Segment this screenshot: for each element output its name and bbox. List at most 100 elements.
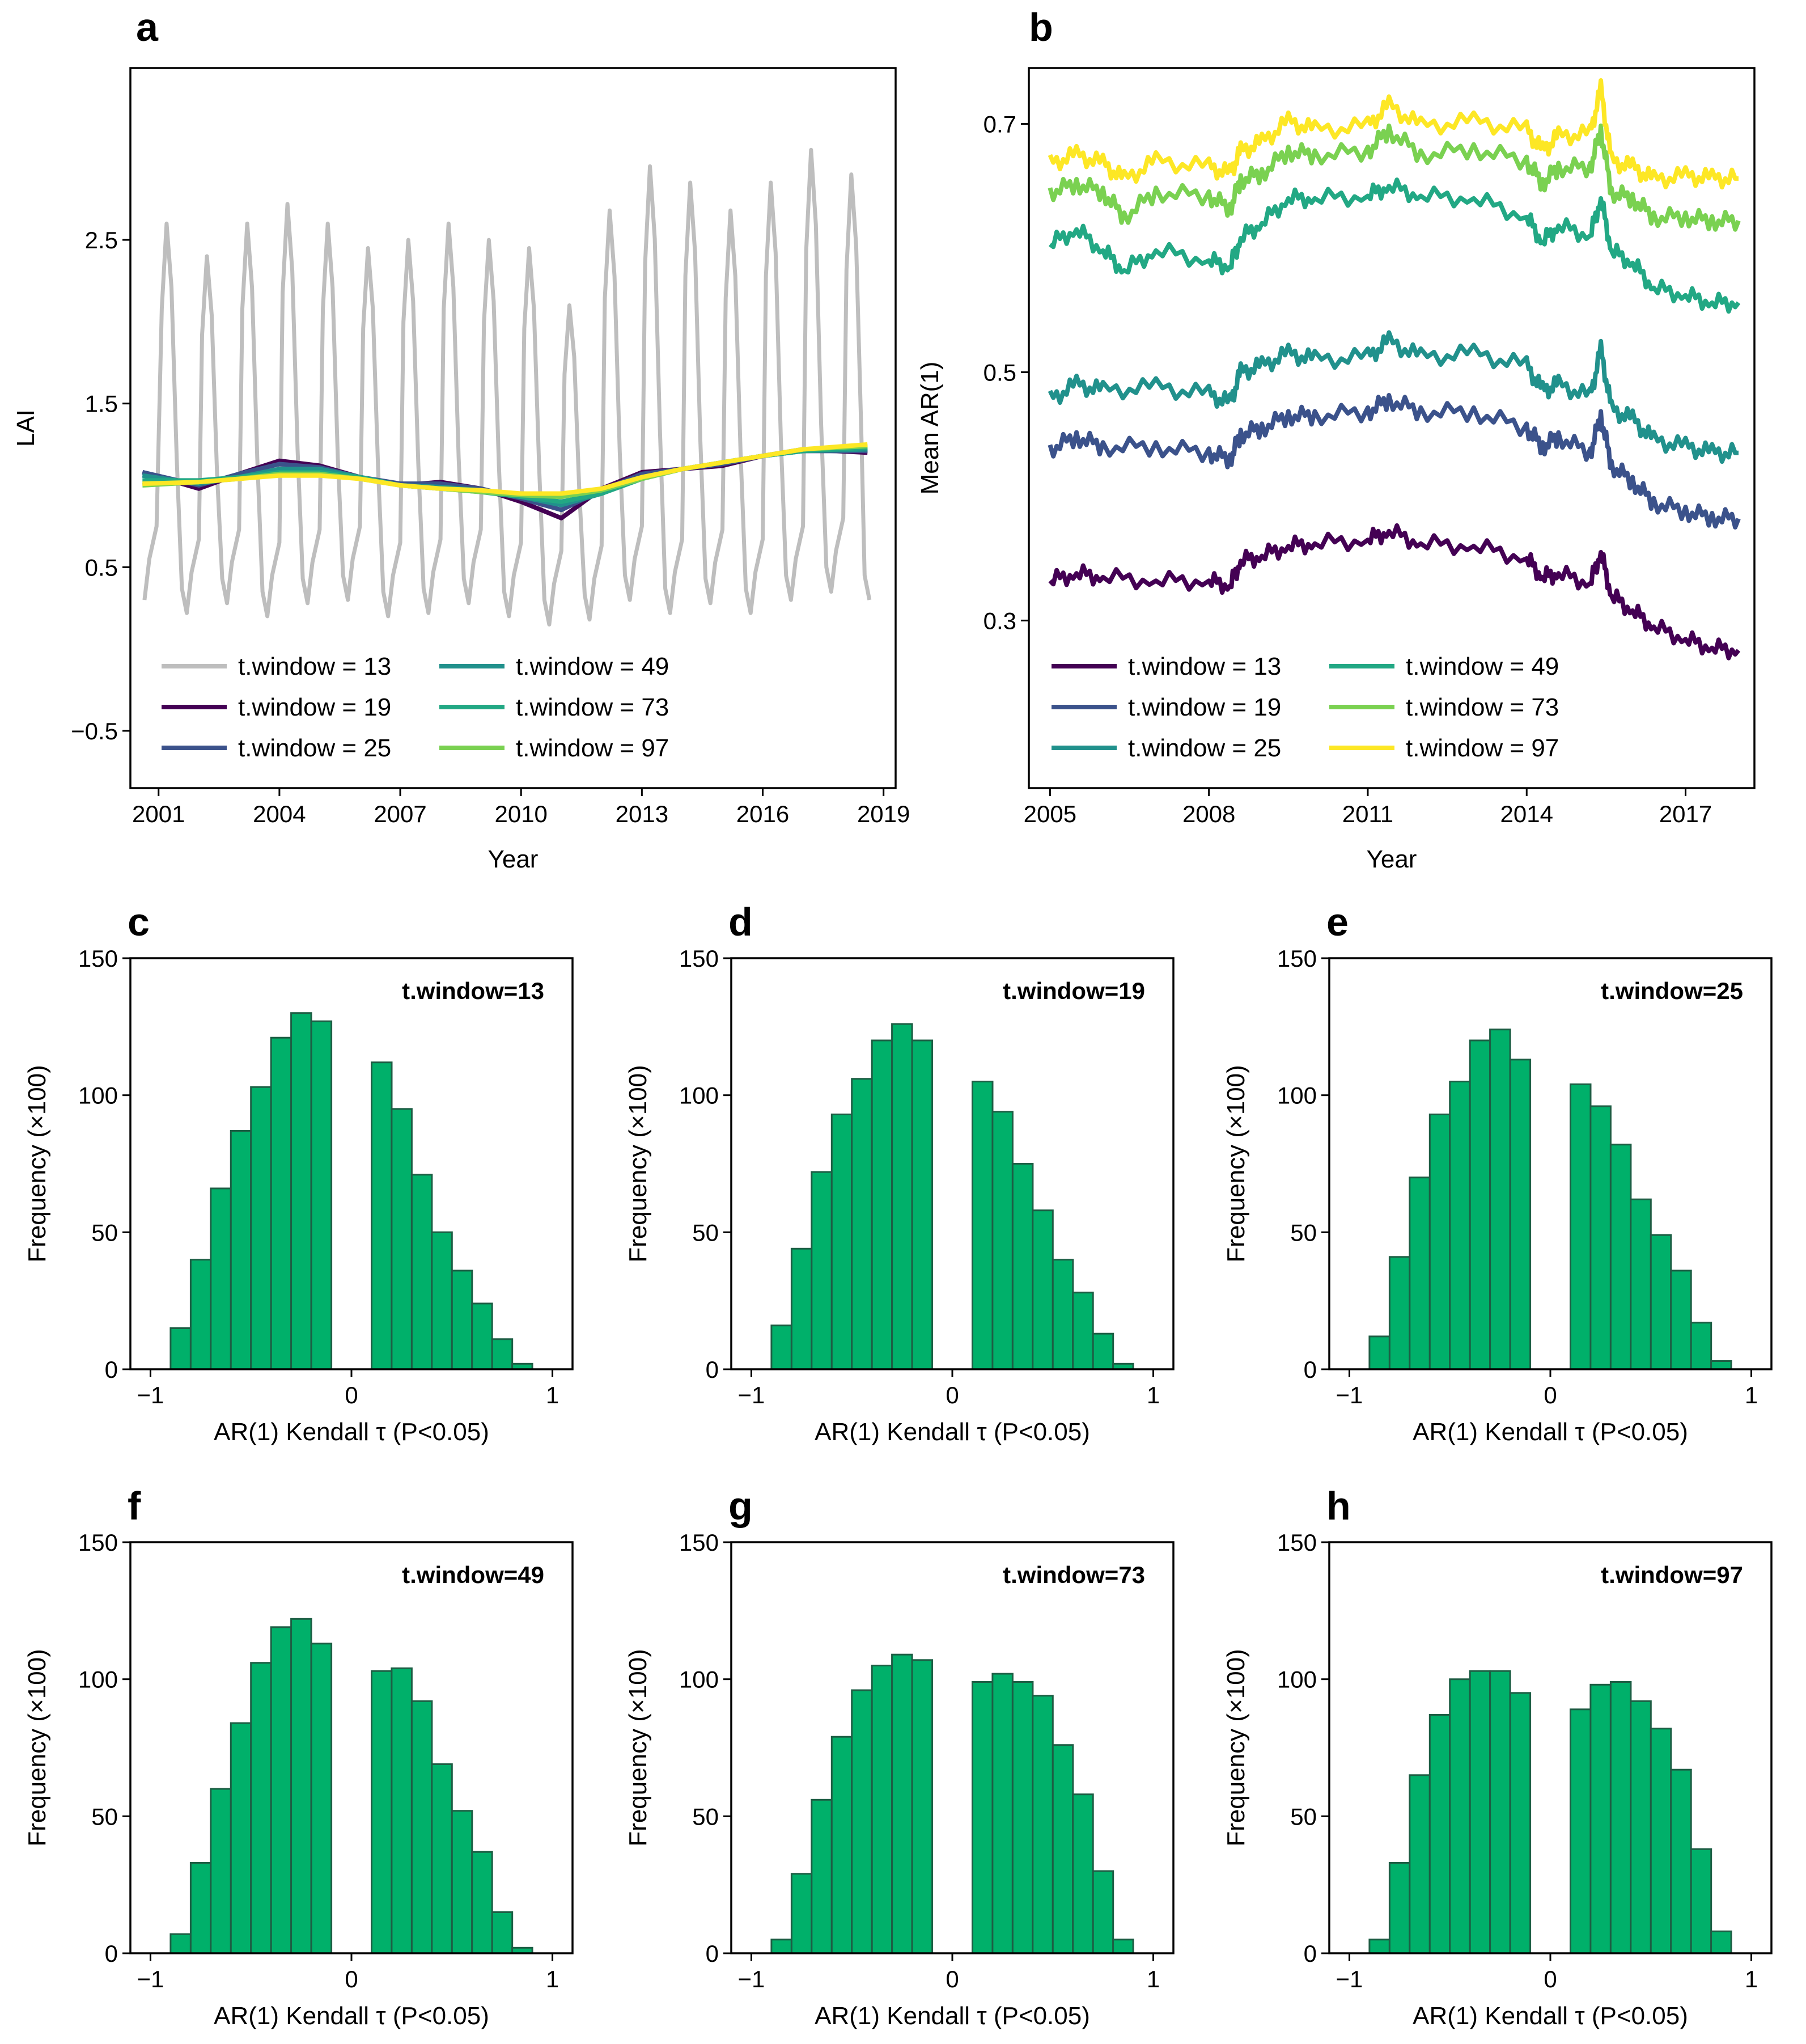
legend-label: t.window = 49 [516, 653, 669, 680]
series-line [1048, 78, 1739, 190]
histogram-bar [1469, 1039, 1491, 1370]
histogram-bar [891, 1653, 913, 1954]
y-tick-label: 150 [1277, 945, 1317, 972]
x-tick-label: 0 [345, 1966, 358, 1992]
histogram-bar [491, 1911, 514, 1954]
x-tick-label: 2001 [132, 801, 185, 827]
histogram-bar [1092, 1870, 1114, 1954]
histogram-bar [1589, 1683, 1612, 1954]
histogram-bar [1609, 1681, 1632, 1954]
histogram-bar [310, 1020, 333, 1370]
histogram-bar [991, 1111, 1014, 1370]
histogram-bar [1570, 1708, 1592, 1954]
histogram-bar [1710, 1930, 1732, 1954]
histogram-bar [189, 1259, 212, 1370]
histogram-bar [911, 1039, 934, 1370]
y-tick-label: 150 [1277, 1529, 1317, 1556]
y-axis-label: Frequency (×100) [624, 1649, 652, 1847]
legend-label: t.window = 13 [1128, 653, 1281, 680]
panel-letter-f: f [128, 1484, 141, 1528]
panel-h: h 0 50 100 150 −1 0 1 Frequency (×100) AR(1) Kend… [1222, 1484, 1773, 2030]
x-axis-label: AR(1) Kendall τ (P<0.05) [815, 1418, 1090, 1446]
histogram-bar [230, 1722, 252, 1954]
series-line-trend [142, 447, 868, 520]
y-tick-label: 150 [78, 945, 118, 972]
histogram-bar [371, 1061, 393, 1370]
series-line [1048, 177, 1741, 314]
y-tick-label: 150 [78, 1529, 118, 1556]
plot-frame [730, 1541, 1175, 1954]
histogram-bar [811, 1171, 833, 1370]
y-tick-label: 50 [91, 1219, 118, 1246]
histogram-bar [1670, 1768, 1692, 1954]
panel-a: a −0.5 0.5 1.5 2.5 2001 2004 2007 2010 2013 2016 20… [12, 5, 910, 873]
histogram-bar [290, 1618, 312, 1954]
histogram-bar [1032, 1209, 1054, 1370]
y-axis-label: Frequency (×100) [1222, 1649, 1250, 1847]
histogram-bar [189, 1862, 212, 1954]
histogram-bar [1489, 1670, 1511, 1954]
histogram-bar [1409, 1177, 1431, 1370]
histogram-bar [790, 1873, 813, 1954]
x-tick-label: 2014 [1500, 801, 1553, 827]
histogram-bar [1630, 1198, 1652, 1370]
histogram-bar [1368, 1335, 1390, 1370]
plot-frame [129, 67, 897, 789]
x-axis-label: AR(1) Kendall τ (P<0.05) [815, 2002, 1090, 2030]
series-line-trend [142, 448, 868, 513]
histogram-bar [1072, 1292, 1094, 1370]
histogram-bar [230, 1130, 252, 1370]
x-axis-label: AR(1) Kendall τ (P<0.05) [214, 1418, 489, 1446]
legend-label: t.window = 13 [238, 653, 391, 680]
legend-label: t.window = 73 [516, 693, 669, 721]
x-axis-label: Year [488, 845, 539, 873]
histogram-bar [1609, 1144, 1632, 1370]
y-tick-label: 0 [1304, 1940, 1317, 1967]
y-axis-label: Frequency (×100) [23, 1065, 51, 1263]
x-tick-label: 2010 [494, 801, 547, 827]
histogram-bar [1112, 1939, 1134, 1954]
histogram-bar [1011, 1163, 1034, 1370]
panel-letter-d: d [728, 900, 753, 944]
y-tick-label: 50 [692, 1219, 719, 1246]
panel-letter-a: a [136, 5, 159, 49]
histogram-bar [1011, 1681, 1034, 1954]
legend-label: t.window = 25 [238, 734, 391, 762]
y-tick-label: 100 [78, 1082, 118, 1109]
histogram-bar [871, 1665, 893, 1954]
y-tick-label: 2.5 [85, 227, 118, 253]
panel-letter-b: b [1029, 5, 1053, 49]
y-tick-label: 50 [1290, 1219, 1317, 1246]
y-tick-label: −0.5 [71, 718, 118, 744]
histogram-bar [1428, 1114, 1451, 1370]
y-tick-label: 50 [1290, 1803, 1317, 1830]
y-tick-label: 100 [1277, 1082, 1317, 1109]
histogram-bar [491, 1338, 514, 1370]
histogram-bar [1690, 1322, 1712, 1370]
panel-g: g 0 50 100 150 −1 0 1 Frequency (×100) AR(1) Kend… [624, 1484, 1175, 2030]
histogram-bar [391, 1108, 413, 1370]
y-tick-label: 100 [78, 1666, 118, 1693]
histogram-bar [1409, 1774, 1431, 1954]
y-tick-label: 0.3 [983, 607, 1016, 634]
x-tick-label: 1 [1147, 1966, 1160, 1992]
x-tick-label: 0 [345, 1382, 358, 1408]
window-annotation: t.window=13 [402, 977, 544, 1004]
panel-d: d 0 50 100 150 −1 0 1 Frequency (×100) AR(1) Kend… [624, 900, 1175, 1446]
y-axis-label: Frequency (×100) [23, 1649, 51, 1847]
x-tick-label: 2007 [374, 801, 426, 827]
panel-letter-h: h [1326, 1484, 1351, 1528]
plot-frame [129, 957, 574, 1370]
histogram-bar [270, 1036, 292, 1370]
histogram-bar [391, 1667, 413, 1954]
legend-label: t.window = 97 [1406, 734, 1559, 762]
x-tick-label: 0 [1544, 1382, 1557, 1408]
y-axis-label: Frequency (×100) [1222, 1065, 1250, 1263]
x-tick-label: 2013 [616, 801, 668, 827]
x-axis-label: AR(1) Kendall τ (P<0.05) [1413, 2002, 1688, 2030]
x-tick-label: −1 [738, 1382, 765, 1408]
histogram-bar [1388, 1256, 1411, 1370]
y-axis-label: LAI [12, 409, 40, 447]
histogram-bar [250, 1662, 272, 1954]
histogram-bar [1388, 1862, 1411, 1954]
